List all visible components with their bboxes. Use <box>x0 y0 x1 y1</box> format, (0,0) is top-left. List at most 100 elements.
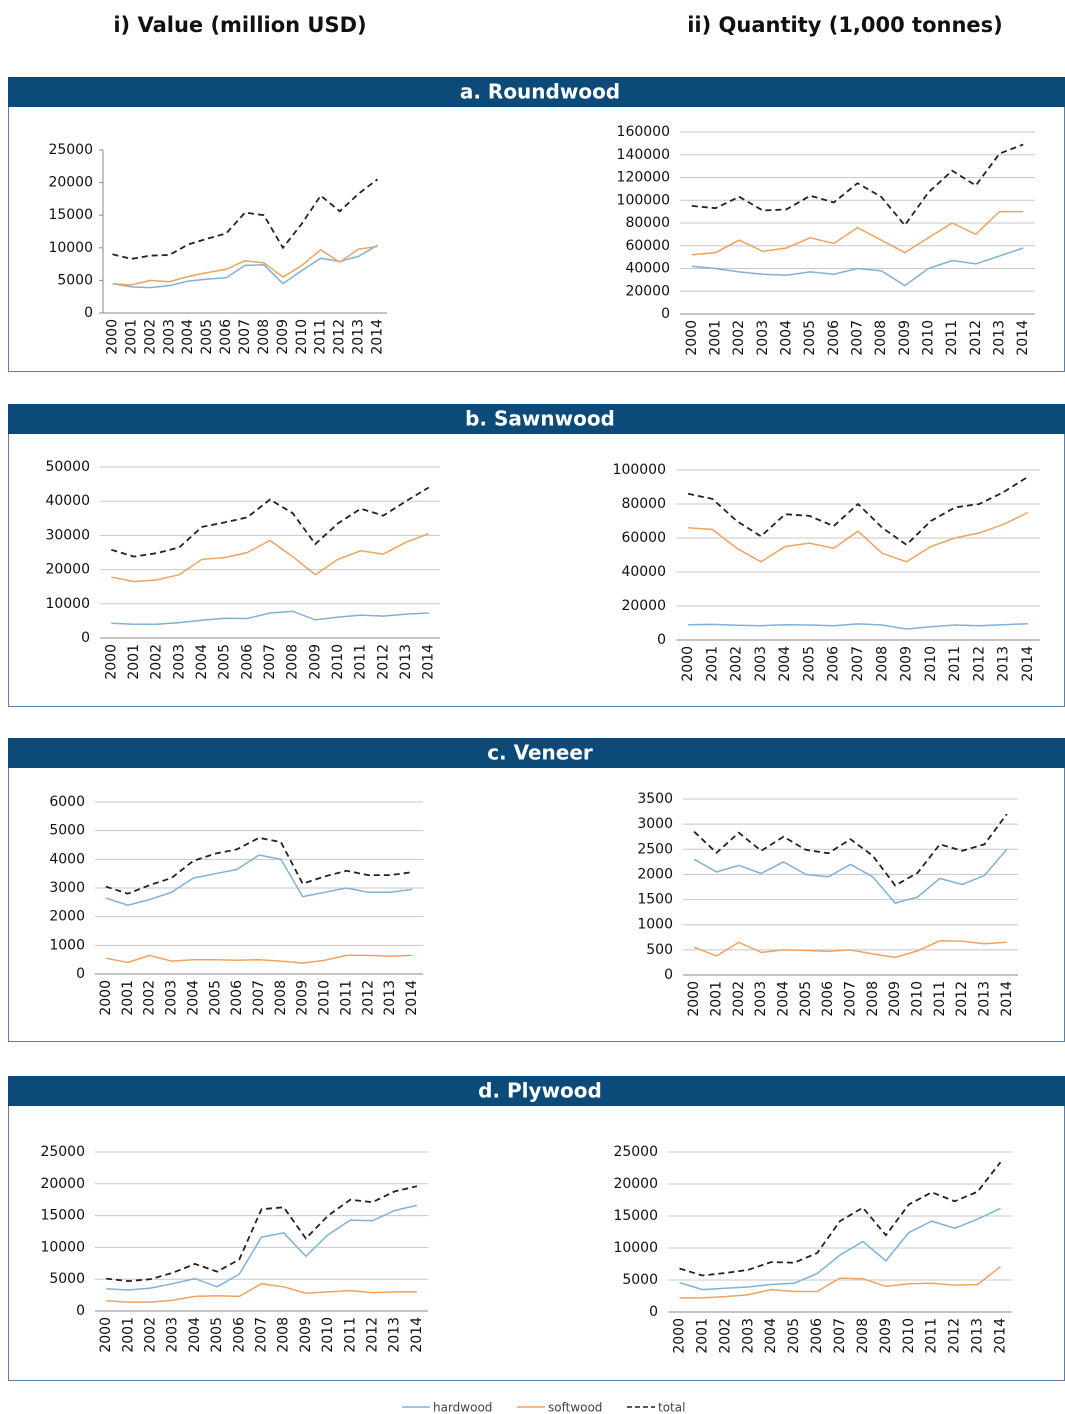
y-tick-label: 10000 <box>613 1240 658 1256</box>
x-tick-label: 2013 <box>351 319 367 355</box>
series-line <box>693 940 1007 959</box>
y-tick-label: 5000 <box>49 823 85 839</box>
x-tick-label: 2001 <box>708 320 724 356</box>
series-line <box>106 1204 418 1291</box>
x-tick-label: 2014 <box>404 980 420 1016</box>
x-tick-label: 2011 <box>932 981 948 1017</box>
x-tick-label: 2003 <box>164 980 180 1016</box>
y-tick-label: 5000 <box>622 1272 658 1288</box>
x-tick-label: 2007 <box>262 644 278 680</box>
x-tick-label: 2006 <box>826 320 842 356</box>
y-tick-label: 120000 <box>617 170 670 186</box>
x-tick-label: 2001 <box>123 319 139 355</box>
y-tick-label: 6000 <box>49 794 85 810</box>
y-tick-label: 25000 <box>613 1144 658 1160</box>
x-tick-label: 2012 <box>954 981 970 1017</box>
series-line <box>105 954 413 964</box>
x-tick-label: 2008 <box>285 644 301 680</box>
y-tick-label: 20000 <box>48 175 93 191</box>
x-tick-label: 2013 <box>387 1317 403 1353</box>
x-tick-label: 2000 <box>680 646 696 682</box>
y-tick-label: 15000 <box>613 1208 658 1224</box>
x-tick-label: 2006 <box>809 1318 825 1354</box>
x-tick-label: 2007 <box>832 1318 848 1354</box>
series-line <box>111 486 430 558</box>
x-tick-label: 2010 <box>910 981 926 1017</box>
y-tick-label: 1000 <box>49 937 85 953</box>
x-tick-label: 2009 <box>298 1317 314 1353</box>
x-tick-label: 2012 <box>971 646 987 682</box>
x-tick-label: 2010 <box>320 1317 336 1353</box>
x-tick-label: 2003 <box>161 319 177 355</box>
y-tick-label: 100000 <box>617 192 670 208</box>
x-tick-label: 2009 <box>899 646 915 682</box>
section-title: d. Plywood <box>478 1079 602 1103</box>
x-tick-label: 2006 <box>231 1317 247 1353</box>
x-tick-label: 2002 <box>149 644 165 680</box>
x-tick-label: 2009 <box>275 319 291 355</box>
x-tick-label: 2000 <box>684 320 700 356</box>
x-tick-label: 2008 <box>865 981 881 1017</box>
x-tick-label: 2003 <box>753 981 769 1017</box>
x-tick-label: 2010 <box>317 980 333 1016</box>
x-tick-label: 2012 <box>375 644 391 680</box>
x-tick-label: 2008 <box>874 646 890 682</box>
x-tick-label: 2011 <box>342 1317 358 1353</box>
x-tick-label: 2007 <box>251 980 267 1016</box>
x-tick-label: 2001 <box>709 981 725 1017</box>
y-tick-label: 3000 <box>637 816 673 832</box>
x-tick-label: 2007 <box>850 646 866 682</box>
section-bar <box>8 404 1065 434</box>
x-tick-label: 2010 <box>294 319 310 355</box>
x-tick-label: 2002 <box>729 646 745 682</box>
x-tick-label: 2008 <box>855 1318 871 1354</box>
x-tick-label: 2003 <box>753 646 769 682</box>
y-tick-label: 5000 <box>57 272 93 288</box>
x-tick-label: 2002 <box>717 1318 733 1354</box>
x-tick-label: 2011 <box>924 1318 940 1354</box>
x-tick-label: 2004 <box>187 1317 203 1353</box>
series-line <box>105 1185 418 1283</box>
x-tick-label: 2007 <box>237 319 253 355</box>
x-tick-label: 2008 <box>276 1317 292 1353</box>
x-tick-label: 2002 <box>731 320 747 356</box>
x-tick-label: 2006 <box>229 980 245 1016</box>
x-tick-label: 2005 <box>209 1317 225 1353</box>
x-tick-label: 2009 <box>295 980 311 1016</box>
x-tick-label: 2009 <box>878 1318 894 1354</box>
y-tick-label: 20000 <box>613 1176 658 1192</box>
column-title: ii) Quantity (1,000 tonnes) <box>687 13 1003 37</box>
y-tick-label: 40000 <box>625 261 670 277</box>
series-line <box>693 813 1008 887</box>
x-tick-label: 2001 <box>694 1318 710 1354</box>
y-tick-label: 4000 <box>49 851 85 867</box>
legend-label: total <box>658 1401 685 1414</box>
series-line <box>112 245 378 286</box>
x-tick-label: 2004 <box>194 644 210 680</box>
x-tick-label: 2010 <box>921 320 937 356</box>
y-tick-label: 5000 <box>49 1271 85 1287</box>
x-tick-label: 2014 <box>1015 320 1031 356</box>
series-line <box>688 622 1028 630</box>
x-tick-label: 2012 <box>947 1318 963 1354</box>
y-tick-label: 25000 <box>40 1144 85 1160</box>
series-line <box>679 1207 1001 1291</box>
y-tick-label: 1000 <box>637 917 673 933</box>
y-tick-label: 1500 <box>637 892 673 908</box>
series-line <box>112 178 379 260</box>
x-tick-label: 2000 <box>98 980 114 1016</box>
y-tick-label: 80000 <box>625 215 670 231</box>
x-tick-label: 2005 <box>801 646 817 682</box>
y-tick-label: 0 <box>661 306 670 322</box>
x-tick-label: 2013 <box>992 320 1008 356</box>
x-tick-label: 2000 <box>103 644 119 680</box>
y-tick-label: 500 <box>646 942 673 958</box>
series-line <box>111 532 429 583</box>
y-tick-label: 25000 <box>48 142 93 158</box>
y-tick-label: 0 <box>76 1303 85 1319</box>
column-title: i) Value (million USD) <box>113 13 366 37</box>
x-tick-label: 2005 <box>786 1318 802 1354</box>
x-tick-label: 2001 <box>704 646 720 682</box>
legend-label: hardwood <box>433 1401 492 1414</box>
